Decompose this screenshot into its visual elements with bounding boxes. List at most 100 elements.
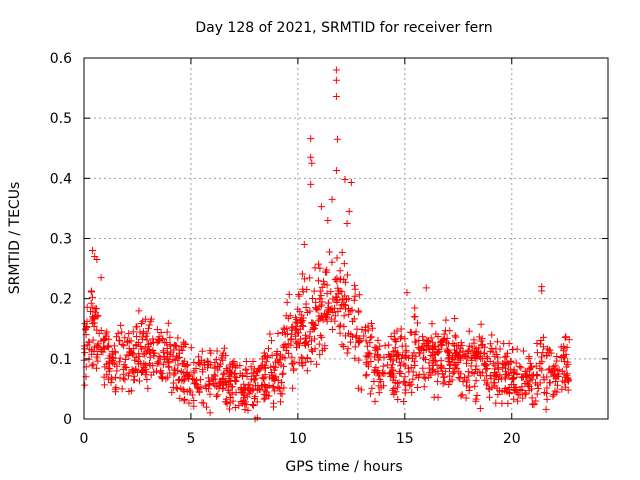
data-point bbox=[366, 339, 374, 347]
data-point bbox=[198, 347, 206, 355]
data-point bbox=[485, 385, 493, 393]
data-point bbox=[401, 379, 409, 387]
data-point bbox=[94, 340, 102, 348]
data-point bbox=[308, 159, 316, 167]
data-point bbox=[119, 365, 127, 373]
data-point bbox=[476, 405, 484, 413]
data-point bbox=[441, 327, 449, 335]
data-point bbox=[336, 329, 344, 337]
data-point bbox=[323, 290, 331, 298]
data-point bbox=[288, 326, 296, 334]
data-point bbox=[134, 368, 142, 376]
data-point bbox=[206, 390, 214, 398]
data-point bbox=[242, 366, 250, 374]
data-point bbox=[392, 337, 400, 345]
data-point bbox=[518, 373, 526, 381]
data-point bbox=[393, 353, 401, 361]
data-point bbox=[437, 357, 445, 365]
data-point bbox=[242, 401, 250, 409]
data-point bbox=[487, 375, 495, 383]
data-point bbox=[420, 370, 428, 378]
data-point bbox=[100, 381, 108, 389]
data-point bbox=[465, 342, 473, 350]
data-point bbox=[83, 323, 91, 331]
data-point bbox=[364, 322, 372, 330]
data-point bbox=[340, 260, 348, 268]
data-point bbox=[232, 389, 240, 397]
data-point bbox=[547, 349, 555, 357]
data-point bbox=[333, 135, 341, 143]
data-point bbox=[89, 336, 97, 344]
data-point bbox=[87, 299, 95, 307]
data-point bbox=[367, 358, 375, 366]
data-point bbox=[298, 270, 306, 278]
data-point bbox=[483, 381, 491, 389]
data-point bbox=[163, 328, 171, 336]
data-point bbox=[230, 370, 238, 378]
data-point bbox=[491, 369, 499, 377]
data-point bbox=[397, 334, 405, 342]
data-point bbox=[435, 345, 443, 353]
data-point bbox=[317, 301, 325, 309]
data-point bbox=[401, 373, 409, 381]
data-point bbox=[494, 353, 502, 361]
data-point bbox=[257, 364, 265, 372]
data-point bbox=[251, 375, 259, 383]
data-point bbox=[317, 203, 325, 211]
data-point bbox=[309, 326, 317, 334]
data-point bbox=[390, 389, 398, 397]
data-point bbox=[538, 358, 546, 366]
data-point bbox=[293, 343, 301, 351]
data-point bbox=[162, 375, 170, 383]
data-point bbox=[261, 361, 269, 369]
data-point bbox=[265, 345, 273, 353]
data-point bbox=[116, 354, 124, 362]
data-point bbox=[374, 351, 382, 359]
data-point bbox=[88, 293, 96, 301]
data-point bbox=[288, 360, 296, 368]
data-point bbox=[465, 346, 473, 354]
data-point bbox=[121, 334, 129, 342]
data-point bbox=[104, 342, 112, 350]
data-point bbox=[277, 398, 285, 406]
data-point bbox=[380, 382, 388, 390]
data-point bbox=[236, 370, 244, 378]
x-tick-label: 5 bbox=[186, 431, 195, 447]
data-point bbox=[514, 390, 522, 398]
data-point bbox=[316, 295, 324, 303]
data-point bbox=[425, 369, 433, 377]
data-point bbox=[439, 380, 447, 388]
data-point bbox=[194, 384, 202, 392]
data-point bbox=[253, 414, 261, 422]
data-point bbox=[386, 352, 394, 360]
data-point bbox=[332, 93, 340, 101]
data-point bbox=[449, 368, 457, 376]
data-point bbox=[328, 195, 336, 203]
data-point bbox=[374, 336, 382, 344]
data-point bbox=[155, 333, 163, 341]
data-point bbox=[306, 333, 314, 341]
data-point bbox=[223, 366, 231, 374]
data-point bbox=[320, 280, 328, 288]
data-point bbox=[543, 389, 551, 397]
data-point bbox=[292, 323, 300, 331]
data-point bbox=[483, 372, 491, 380]
data-point bbox=[263, 354, 271, 362]
data-point bbox=[103, 328, 111, 336]
data-point bbox=[153, 360, 161, 368]
data-point bbox=[249, 357, 257, 365]
data-point bbox=[318, 333, 326, 341]
data-point bbox=[448, 355, 456, 363]
data-point bbox=[510, 369, 518, 377]
data-point bbox=[306, 274, 314, 282]
data-point bbox=[443, 345, 451, 353]
data-point bbox=[434, 393, 442, 401]
data-point bbox=[297, 316, 305, 324]
data-point bbox=[456, 356, 464, 364]
data-point bbox=[397, 325, 405, 333]
data-point bbox=[295, 339, 303, 347]
data-point bbox=[338, 341, 346, 349]
data-point bbox=[262, 358, 270, 366]
data-point bbox=[247, 363, 255, 371]
data-point bbox=[425, 359, 433, 367]
